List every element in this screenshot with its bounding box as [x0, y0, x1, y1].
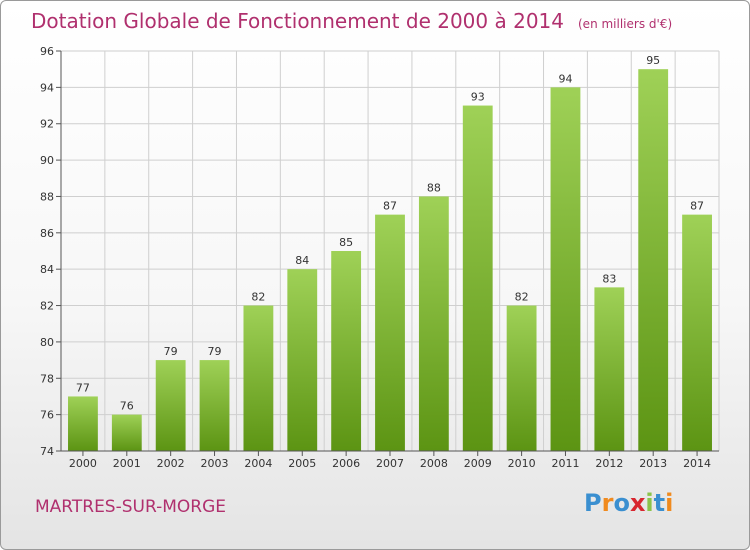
y-tick-label: 76 — [40, 409, 54, 422]
bar-value-label: 85 — [339, 236, 353, 249]
x-tick-label: 2013 — [639, 457, 667, 470]
bar — [550, 87, 581, 451]
y-tick-label: 84 — [40, 263, 54, 276]
proxiti-logo: Proxiti — [584, 489, 673, 517]
bar — [418, 196, 449, 451]
bar — [331, 251, 362, 451]
x-tick-label: 2010 — [508, 457, 536, 470]
chart-title: Dotation Globale de Fonctionnement de 20… — [31, 9, 672, 33]
bar — [199, 360, 230, 451]
x-tick-label: 2008 — [420, 457, 448, 470]
logo-letter: o — [613, 489, 630, 517]
bar — [682, 214, 712, 451]
y-tick-label: 90 — [40, 154, 54, 167]
x-tick-label: 2005 — [288, 457, 316, 470]
bar — [243, 305, 274, 451]
x-tick-label: 2000 — [69, 457, 97, 470]
bar-value-label: 77 — [76, 381, 90, 394]
bar-value-label: 88 — [427, 181, 441, 194]
bar-layer: 77 76 79 79 82 84 85 87 88 93 82 94 83 95 87 — [68, 54, 712, 451]
bar — [375, 214, 405, 451]
chart-title-text: Dotation Globale de Fonctionnement de 20… — [31, 9, 564, 33]
x-tick-label: 2002 — [157, 457, 185, 470]
logo-letter: P — [584, 489, 602, 517]
bar-value-label: 93 — [471, 91, 485, 104]
bar-value-label: 94 — [558, 72, 572, 85]
y-tick-label: 96 — [40, 45, 54, 58]
bar — [638, 69, 669, 451]
bar-value-label: 87 — [383, 200, 397, 213]
bar — [155, 360, 186, 451]
x-tick-label: 2006 — [332, 457, 360, 470]
bar — [287, 269, 318, 451]
x-tick-label: 2011 — [551, 457, 579, 470]
chart-unit: (en milliers d'€) — [578, 17, 673, 31]
y-tick-label: 88 — [40, 190, 54, 203]
x-tick-label: 2014 — [683, 457, 711, 470]
logo-letter: x — [629, 489, 646, 517]
y-tick-label: 78 — [40, 372, 54, 385]
bar — [506, 305, 537, 451]
bar-value-label: 76 — [120, 400, 134, 413]
y-tick-label: 82 — [40, 300, 54, 313]
logo-letter: t — [653, 489, 666, 517]
logo-letter: i — [665, 489, 674, 517]
bar-value-label: 79 — [164, 345, 178, 358]
x-tick-label: 2007 — [376, 457, 404, 470]
logo-letter: r — [601, 489, 614, 517]
y-tick-label: 94 — [40, 81, 54, 94]
commune-name: MARTRES-SUR-MORGE — [35, 497, 227, 517]
x-tick-label: 2003 — [201, 457, 229, 470]
x-tick-label: 2012 — [595, 457, 623, 470]
bar — [462, 105, 493, 451]
bar-value-label: 82 — [251, 291, 265, 304]
x-tick-label: 2009 — [464, 457, 492, 470]
bar-value-label: 95 — [646, 54, 660, 67]
bar — [594, 287, 625, 451]
y-tick-label: 80 — [40, 336, 54, 349]
bar-value-label: 87 — [690, 200, 704, 213]
bar-value-label: 79 — [208, 345, 222, 358]
x-tick-label: 2004 — [244, 457, 272, 470]
bar — [111, 414, 142, 451]
y-tick-label: 86 — [40, 227, 54, 240]
bar — [68, 396, 98, 451]
logo-letter: i — [645, 489, 654, 517]
axis-layer: 74 76 78 80 82 84 86 88 90 92 94 96 2000 2001 2002 2003… — [40, 45, 719, 470]
y-tick-label: 74 — [40, 445, 54, 458]
bar-value-label: 84 — [295, 254, 309, 267]
bar-value-label: 82 — [515, 291, 529, 304]
y-tick-label: 92 — [40, 118, 54, 131]
bar-value-label: 83 — [602, 272, 616, 285]
x-tick-label: 2001 — [113, 457, 141, 470]
